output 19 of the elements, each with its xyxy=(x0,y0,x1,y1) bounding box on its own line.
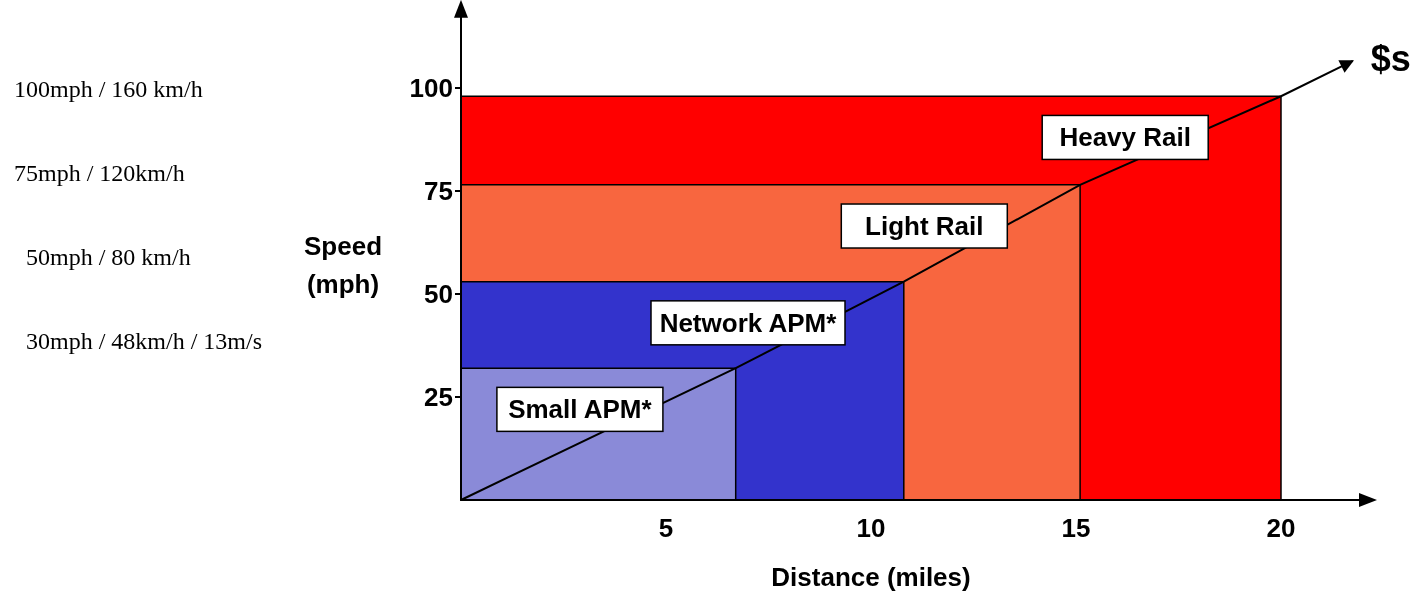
y-tick-label: 100 xyxy=(409,73,453,103)
x-tick-label: 20 xyxy=(1266,513,1296,543)
series-label: Small APM* xyxy=(508,394,653,425)
x-axis-title: Distance (miles) xyxy=(771,562,971,592)
y-tick-label: 50 xyxy=(424,279,453,309)
text: 100mph / 160 km/h xyxy=(14,76,203,102)
series-label: Light Rail xyxy=(865,211,984,242)
y-axis-title: Speed (mph) xyxy=(303,231,383,299)
y-tick-label: 75 xyxy=(424,176,453,206)
text: 30mph / 48km/h / 13m/s xyxy=(26,328,263,354)
series-label: Network APM* xyxy=(659,307,838,338)
text: 75mph / 120km/h xyxy=(14,160,185,186)
text: $s xyxy=(1370,37,1411,79)
text: 50mph / 80 km/h xyxy=(26,244,191,270)
x-tick-label: 15 xyxy=(1061,513,1091,543)
x-tick-label: 10 xyxy=(856,513,886,543)
x-tick-label: 5 xyxy=(658,513,674,543)
series-label: Heavy Rail xyxy=(1059,122,1191,153)
y-tick-label: 25 xyxy=(424,382,453,412)
